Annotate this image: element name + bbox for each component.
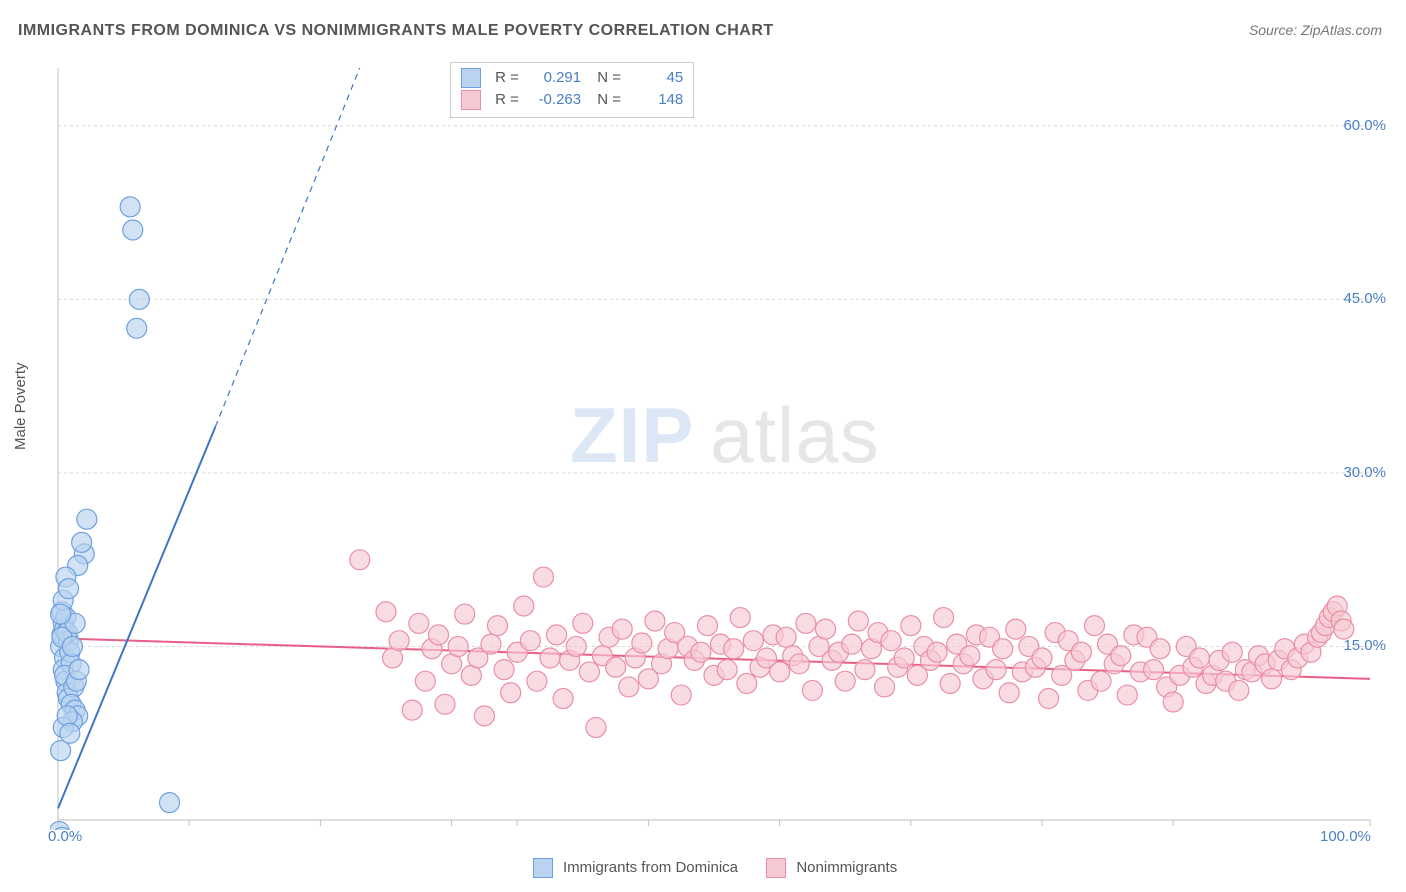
swatch-series1: [461, 68, 481, 88]
legend-label-series1: Immigrants from Dominica: [563, 859, 738, 876]
n-value-series2: 148: [629, 89, 683, 111]
stats-row-series1: R = 0.291 N = 45: [461, 67, 683, 89]
n-label: N =: [597, 69, 621, 86]
ytick-label: 60.0%: [1343, 117, 1386, 134]
plot-area: ZIP atlas: [50, 60, 1380, 830]
xtick-label: 100.0%: [1320, 828, 1371, 845]
ytick-label: 30.0%: [1343, 464, 1386, 481]
xtick-label: 0.0%: [48, 828, 82, 845]
swatch-series2: [461, 90, 481, 110]
ytick-label: 15.0%: [1343, 637, 1386, 654]
y-axis-label: Male Poverty: [12, 362, 29, 450]
legend-swatch-series1: [533, 858, 553, 878]
n-value-series1: 45: [629, 67, 683, 89]
source-label: Source: ZipAtlas.com: [1249, 22, 1382, 38]
r-value-series2: -0.263: [527, 89, 581, 111]
chart-title: IMMIGRANTS FROM DOMINICA VS NONIMMIGRANT…: [18, 22, 774, 40]
ytick-label: 45.0%: [1343, 290, 1386, 307]
bottom-legend: Immigrants from Dominica Nonimmigrants: [0, 858, 1406, 878]
legend-swatch-series2: [766, 858, 786, 878]
n-label: N =: [597, 91, 621, 108]
r-value-series1: 0.291: [527, 67, 581, 89]
legend-label-series2: Nonimmigrants: [796, 859, 897, 876]
r-label: R =: [495, 91, 519, 108]
watermark-atlas: atlas: [710, 390, 880, 481]
r-label: R =: [495, 69, 519, 86]
watermark-zip: ZIP: [570, 390, 694, 481]
stats-row-series2: R = -0.263 N = 148: [461, 89, 683, 111]
stats-box: R = 0.291 N = 45 R = -0.263 N = 148: [450, 62, 694, 118]
